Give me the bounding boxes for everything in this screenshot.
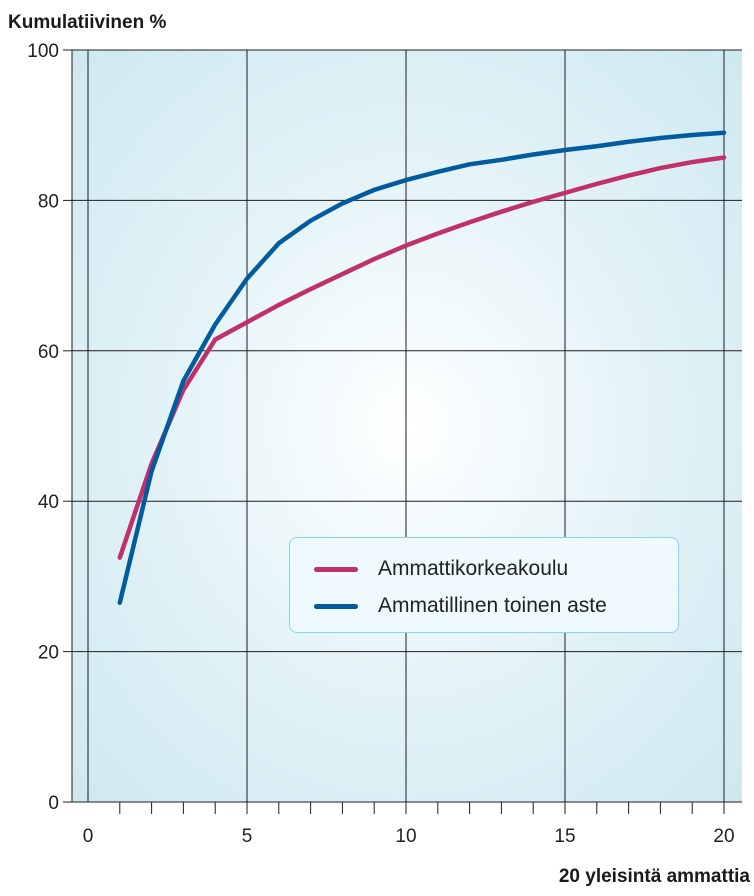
legend-swatch-ammattikorkeakoulu — [314, 566, 358, 572]
tick-label-y-40: 40 — [38, 492, 59, 513]
tick-label-y-60: 60 — [38, 342, 59, 363]
tick-label-y-100: 100 — [27, 41, 59, 62]
ticks-layer: 0 20 40 60 80 100 0 5 10 15 20 — [27, 41, 734, 847]
legend-label-ammatillinen-toinen-aste: Ammatillinen toinen aste — [378, 594, 607, 617]
tick-label-x-10: 10 — [395, 826, 416, 847]
x-axis-title: 20 yleisintä ammattia — [558, 866, 750, 887]
tick-label-x-20: 20 — [713, 826, 734, 847]
tick-label-x-5: 5 — [242, 826, 253, 847]
tick-label-y-20: 20 — [38, 643, 59, 664]
plot-area — [72, 50, 742, 802]
legend-item-ammattikorkeakoulu: Ammattikorkeakoulu — [314, 557, 568, 581]
series-line-ammattikorkeakoulu — [117, 155, 727, 560]
legend-item-ammatillinen-toinen-aste: Ammatillinen toinen aste — [314, 594, 607, 618]
tick-label-y-0: 0 — [48, 793, 59, 814]
series-layer — [117, 130, 727, 605]
tick-label-x-0: 0 — [83, 826, 94, 847]
y-axis-title: Kumulatiivinen % — [8, 12, 167, 33]
legend-swatch-ammatillinen-toinen-aste — [314, 603, 358, 609]
axes — [63, 49, 742, 814]
legend: Ammattikorkeakoulu Ammatillinen toinen a… — [289, 537, 679, 633]
tick-label-y-80: 80 — [38, 191, 59, 212]
tick-label-x-15: 15 — [554, 826, 575, 847]
grid — [72, 49, 742, 802]
series-line-ammatillinen-toinen-aste — [117, 130, 727, 605]
legend-label-ammattikorkeakoulu: Ammattikorkeakoulu — [378, 557, 569, 580]
